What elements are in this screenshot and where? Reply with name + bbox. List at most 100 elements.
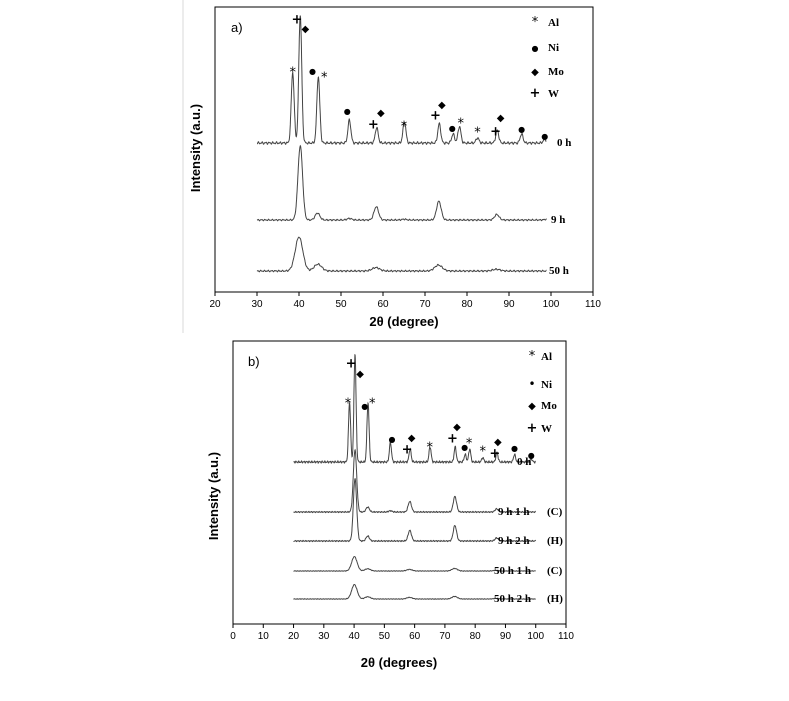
phase-marker: ◆ — [356, 369, 364, 380]
x-tick-label: 50 — [379, 631, 391, 642]
trace-label: 50 h 1 h — [494, 565, 531, 577]
phase-marker: ◆ — [438, 100, 446, 111]
legend-symbol: + — [527, 421, 538, 436]
legend-symbol: ● — [532, 44, 539, 53]
x-tick-label: 100 — [527, 631, 544, 642]
legend-label: Ni — [541, 379, 552, 391]
phase-marker: * — [345, 397, 352, 412]
xrd-trace-line — [256, 15, 547, 146]
x-tick-label: 40 — [349, 631, 361, 642]
x-tick-label: 70 — [439, 631, 451, 642]
x-tick-label: 20 — [209, 299, 221, 310]
legend-symbol: * — [532, 15, 539, 30]
x-tick-label: 20 — [288, 631, 300, 642]
phase-marker: ◆ — [494, 437, 502, 448]
legend-symbol: * — [529, 349, 536, 364]
panel-a-plot-frame — [214, 6, 594, 293]
legend-symbol: ◆ — [528, 401, 536, 412]
x-tick-label: 90 — [503, 299, 515, 310]
xrd-trace-line — [293, 354, 536, 464]
legend-label: W — [548, 88, 559, 100]
legend-symbol: ◆ — [531, 67, 539, 78]
phase-marker: * — [321, 71, 328, 86]
phase-marker: * — [289, 66, 296, 81]
trace-label: 9 h 1 h — [498, 506, 530, 518]
phase-marker: * — [480, 445, 487, 460]
xrd-trace-line — [293, 448, 537, 514]
legend-symbol: + — [530, 86, 541, 101]
legend-label: Ni — [548, 42, 559, 54]
phase-marker: * — [401, 120, 408, 135]
legend-label: Mo — [548, 66, 564, 78]
trace-label: 50 h 2 h — [494, 593, 531, 605]
panel-a-x-ticks: 20 30 40 50 60 70 80 90 100 110 — [209, 292, 601, 310]
panel-b-legend: * Al • Ni ◆ Mo+ W — [527, 349, 558, 436]
phase-marker: + — [368, 118, 379, 133]
phase-marker: ◆ — [497, 113, 505, 124]
legend-label: Al — [548, 17, 559, 29]
panel-b-x-ticks: 0 10 20 30 40 50 60 70 80 90 100 110 — [230, 624, 574, 642]
x-tick-label: 70 — [419, 299, 431, 310]
xrd-trace-line — [293, 584, 536, 600]
x-tick-label: 80 — [470, 631, 482, 642]
panel-b-traces: 0 h 9 h 1 h (C) 9 h 2 h (H) 50 h 1 h (C) 50 h 2… — [293, 354, 563, 605]
panel-b-y-axis-label: Intensity (a.u.) — [206, 452, 221, 540]
panel-b-label: b) — [248, 354, 260, 369]
xrd-trace-line — [256, 144, 547, 222]
phase-marker: * — [457, 117, 464, 132]
phase-marker: ◆ — [301, 24, 309, 35]
x-tick-label: 40 — [293, 299, 305, 310]
xrd-trace-line — [293, 477, 537, 543]
phase-marker: ● — [344, 107, 351, 116]
panel-b-chart: b) 2θ (degrees) Intensity (a.u.) 0 10 20 30… — [206, 340, 574, 670]
phase-marker: ● — [541, 132, 548, 141]
trace-label: 0 h — [517, 456, 531, 468]
phase-marker: + — [447, 432, 458, 447]
legend-label: W — [541, 423, 552, 435]
phase-marker: * — [427, 441, 434, 456]
trace-label: 9 h 2 h — [498, 535, 530, 547]
panel-a-y-axis-label: Intensity (a.u.) — [188, 104, 203, 192]
x-tick-label: 60 — [377, 299, 389, 310]
panel-b-phase-markers: +◆* ● *●+◆*+◆●** +◆●● — [345, 357, 535, 462]
phase-marker: + — [346, 357, 357, 372]
phase-marker: ● — [528, 451, 535, 460]
panel-a-traces: 0 h 9 h 50 h — [256, 15, 571, 277]
phase-marker: ● — [361, 402, 368, 411]
x-tick-label: 110 — [585, 299, 601, 310]
x-tick-label: 90 — [500, 631, 512, 642]
phase-marker: ● — [461, 443, 468, 452]
trace-condition-tag: (H) — [547, 535, 563, 547]
legend-symbol: • — [528, 377, 535, 391]
phase-marker: * — [369, 397, 376, 412]
phase-marker: ● — [449, 124, 456, 133]
x-tick-label: 50 — [335, 299, 347, 310]
phase-marker: + — [490, 125, 501, 140]
phase-marker: ● — [518, 125, 525, 134]
panel-a-label: a) — [231, 20, 243, 35]
x-tick-label: 100 — [543, 299, 560, 310]
phase-marker: ● — [388, 435, 395, 444]
legend-label: Mo — [541, 400, 557, 412]
phase-marker: ● — [511, 444, 518, 453]
trace-label: 0 h — [557, 137, 571, 149]
phase-marker: + — [291, 13, 302, 28]
trace-label: 9 h — [551, 214, 565, 226]
x-tick-label: 60 — [409, 631, 421, 642]
phase-marker: + — [489, 447, 500, 462]
panel-b-plot-frame — [232, 340, 567, 625]
x-tick-label: 110 — [558, 631, 574, 642]
phase-marker: ◆ — [408, 433, 416, 444]
xrd-trace-line — [293, 556, 536, 572]
panel-a-legend: * Al ● Ni ◆ Mo + W — [530, 15, 565, 101]
panel-a-x-axis-label: 2θ (degree) — [369, 314, 438, 329]
x-tick-label: 10 — [258, 631, 270, 642]
x-tick-label: 80 — [461, 299, 473, 310]
x-tick-label: 30 — [318, 631, 330, 642]
trace-label: 50 h — [549, 265, 569, 277]
phase-marker: ● — [309, 67, 316, 76]
phase-marker: + — [430, 109, 441, 124]
phase-marker: * — [474, 126, 481, 141]
x-tick-label: 0 — [230, 631, 236, 642]
